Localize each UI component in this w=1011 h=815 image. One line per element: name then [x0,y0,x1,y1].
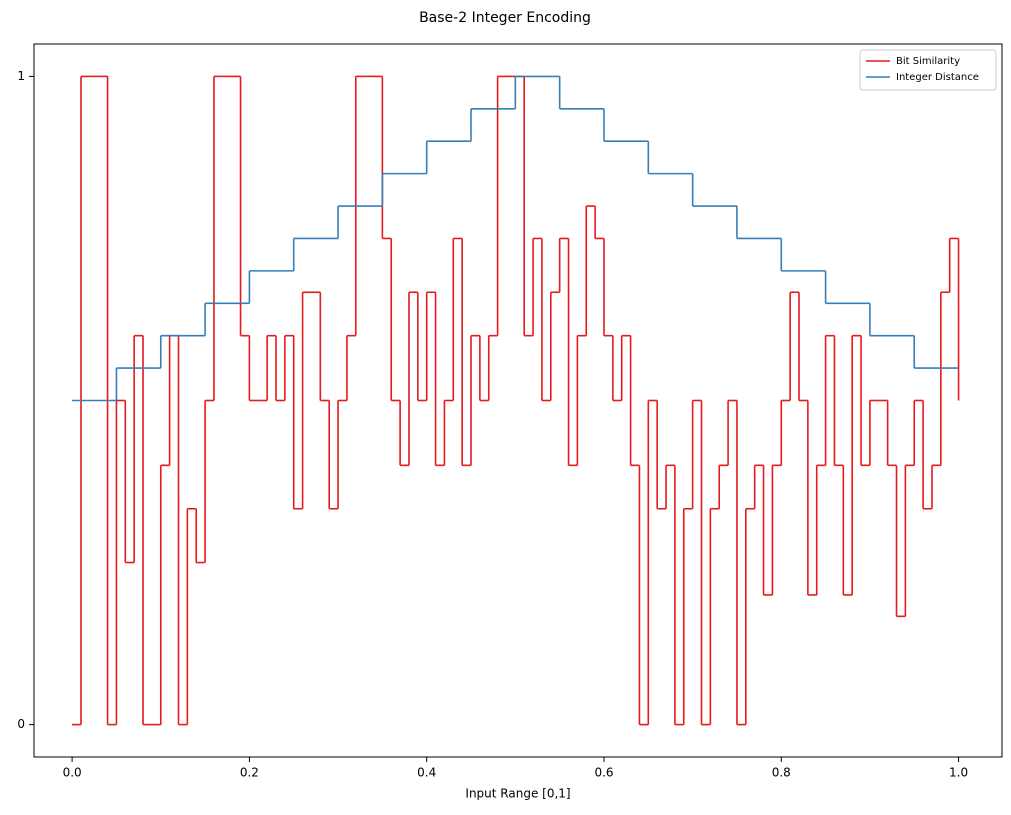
legend-box [859,49,997,91]
x-tick-label: 0.0 [63,766,82,780]
x-tick-label: 0.6 [594,766,613,780]
series-line [72,75,960,726]
x-tick-label: 0.8 [772,766,791,780]
y-tick-label: 0 [17,717,25,731]
legend-label: Bit Similarity [896,56,960,67]
y-tick-label: 1 [17,69,25,83]
series-line [72,75,959,402]
x-tick-label: 1.0 [949,766,968,780]
legend-label: Integer Distance [896,72,979,83]
x-axis-label: Input Range [0,1] [465,787,570,801]
x-tick-label: 0.2 [240,766,259,780]
plot-frame [33,43,1003,758]
x-tick-label: 0.4 [417,766,436,780]
chart-title: Base-2 Integer Encoding [419,10,591,26]
